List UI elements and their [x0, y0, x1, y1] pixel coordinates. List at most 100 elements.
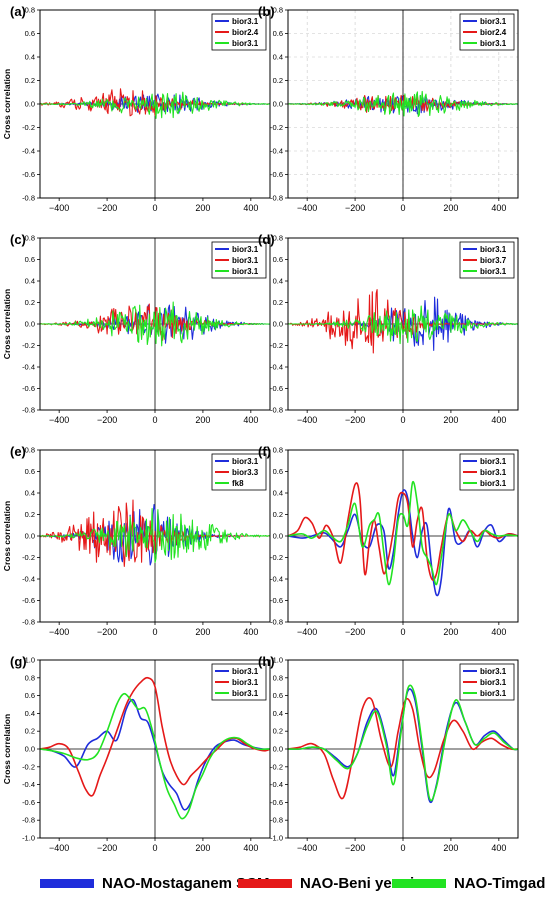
- panel-legend: bior3.1 bior3.1 bior3.1: [459, 663, 515, 701]
- y-tick-label: -0.8: [22, 618, 35, 627]
- panel-label: (h): [258, 654, 275, 669]
- x-tick-label: 200: [195, 203, 210, 213]
- y-tick-label: -0.6: [270, 596, 283, 605]
- legend-swatch-blue: [40, 878, 94, 888]
- x-tick-label: 400: [491, 415, 506, 425]
- x-tick-label: −400: [297, 203, 317, 213]
- figure-legend: NAO-Mostaganem SCM NAO-Beni yenni NAO-Ti…: [0, 868, 550, 898]
- x-tick-label: 0: [400, 415, 405, 425]
- x-tick-label: 400: [243, 627, 258, 637]
- x-tick-label: 400: [243, 203, 258, 213]
- y-axis-label: Cross correlation: [2, 501, 12, 571]
- panel-legend-label: bior3.3: [232, 468, 259, 477]
- y-tick-label: -0.8: [270, 194, 283, 203]
- y-tick-label: -0.4: [270, 780, 283, 789]
- series-line-3: [288, 305, 518, 345]
- x-tick-label: −200: [97, 843, 117, 853]
- y-tick-label: 0.4: [273, 277, 283, 286]
- series-line-2: [288, 482, 518, 581]
- y-tick-label: -0.4: [22, 575, 35, 584]
- y-tick-label: 0.8: [25, 6, 35, 15]
- y-tick-label: -0.2: [270, 123, 283, 132]
- panel-legend-label: bior3.1: [480, 689, 507, 698]
- y-tick-label: -0.4: [270, 147, 283, 156]
- x-tick-label: 400: [491, 627, 506, 637]
- panel-legend-label: bior3.1: [232, 245, 259, 254]
- y-tick-label: -0.4: [22, 147, 35, 156]
- x-tick-label: −400: [49, 843, 69, 853]
- panel-legend-label: bior3.1: [480, 267, 507, 276]
- panel-legend-label: bior3.1: [232, 667, 259, 676]
- x-tick-label: −200: [345, 627, 365, 637]
- y-tick-label: 0.2: [273, 298, 283, 307]
- y-tick-label: -0.2: [270, 341, 283, 350]
- y-tick-label: 0.6: [273, 29, 283, 38]
- panel-legend: bior3.1 bior3.1 bior3.1: [459, 453, 515, 491]
- panel-legend-label: bior3.1: [232, 689, 259, 698]
- x-tick-label: −200: [97, 415, 117, 425]
- x-tick-label: −400: [49, 203, 69, 213]
- y-tick-label: -0.8: [22, 406, 35, 415]
- figure-grid: -0.8 -0.6 -0.4 -0.2 0.0 0.2 0.4 0.6 0.8 −400 −200 0…: [2, 4, 519, 853]
- y-tick-label: 0.2: [273, 76, 283, 85]
- panel-legend: bior3.1 bior3.1 bior3.1: [211, 241, 267, 279]
- x-tick-label: 0: [400, 203, 405, 213]
- y-tick-label: 0.6: [273, 691, 283, 700]
- y-tick-label: 0.0: [25, 532, 35, 541]
- series-line-3: [288, 90, 518, 118]
- y-tick-label: -0.2: [22, 341, 35, 350]
- y-tick-label: 0.6: [25, 467, 35, 476]
- panel-label: (e): [10, 444, 26, 459]
- y-tick-label: 0.4: [25, 489, 35, 498]
- legend-item-beni-yenni: NAO-Beni yenni: [238, 872, 414, 894]
- panel-legend-label: fk8: [232, 479, 244, 488]
- x-tick-label: −200: [345, 843, 365, 853]
- y-tick-label: 0.8: [25, 673, 35, 682]
- y-tick-label: 0.8: [273, 234, 283, 243]
- panel-legend-label: bior3.1: [480, 468, 507, 477]
- y-tick-label: 1.0: [25, 656, 35, 665]
- x-tick-label: −400: [297, 843, 317, 853]
- series-group: [288, 90, 518, 118]
- series-group: [40, 301, 270, 347]
- y-tick-label: 0.2: [273, 510, 283, 519]
- panel-legend-label: bior3.1: [232, 17, 259, 26]
- panel-legend-label: bior3.1: [480, 17, 507, 26]
- series-group: [288, 684, 518, 804]
- x-tick-label: 200: [443, 627, 458, 637]
- panel-a: -0.8 -0.6 -0.4 -0.2 0.0 0.2 0.4 0.6 0.8 −400 −200 0…: [2, 4, 271, 213]
- panel-legend: bior3.1 bior2.4 bior3.1: [211, 13, 267, 51]
- panel-g: -1.0 -0.8 -0.6 -0.4 -0.2 0.0 0.2 0.4 0.6 0.8 1.0 −4…: [2, 654, 271, 853]
- y-tick-label: 0.6: [25, 29, 35, 38]
- panel-label: (d): [258, 232, 275, 247]
- x-tick-label: 200: [443, 415, 458, 425]
- x-tick-label: 200: [443, 203, 458, 213]
- x-tick-label: 0: [152, 415, 157, 425]
- x-tick-label: 400: [243, 843, 258, 853]
- x-tick-label: −400: [297, 627, 317, 637]
- y-tick-label: 0.2: [273, 727, 283, 736]
- y-tick-label: -0.6: [270, 798, 283, 807]
- series-group: [288, 480, 518, 597]
- y-axis-label: Cross correlation: [2, 69, 12, 139]
- series-group: [40, 676, 270, 820]
- x-tick-label: 0: [152, 203, 157, 213]
- x-tick-label: 400: [491, 843, 506, 853]
- y-tick-label: 0.4: [273, 709, 283, 718]
- y-tick-label: 0.2: [25, 727, 35, 736]
- y-tick-label: -0.6: [22, 170, 35, 179]
- y-tick-label: -0.4: [270, 363, 283, 372]
- y-tick-label: 0.2: [25, 76, 35, 85]
- panel-legend-label: bior3.1: [480, 245, 507, 254]
- y-tick-label: 0.4: [273, 489, 283, 498]
- panel-legend-label: bior3.1: [480, 667, 507, 676]
- series-line-2: [288, 289, 518, 354]
- legend-swatch-red: [238, 878, 292, 888]
- panel-legend-label: bior3.1: [480, 457, 507, 466]
- x-tick-label: 200: [195, 843, 210, 853]
- panel-h: -1.0 -0.8 -0.6 -0.4 -0.2 0.0 0.2 0.4 0.6 0.8 1.0 −4…: [258, 654, 519, 853]
- series-line-3: [40, 692, 270, 820]
- y-tick-label: -0.8: [270, 816, 283, 825]
- x-tick-label: 0: [152, 627, 157, 637]
- panel-legend-label: bior3.1: [480, 479, 507, 488]
